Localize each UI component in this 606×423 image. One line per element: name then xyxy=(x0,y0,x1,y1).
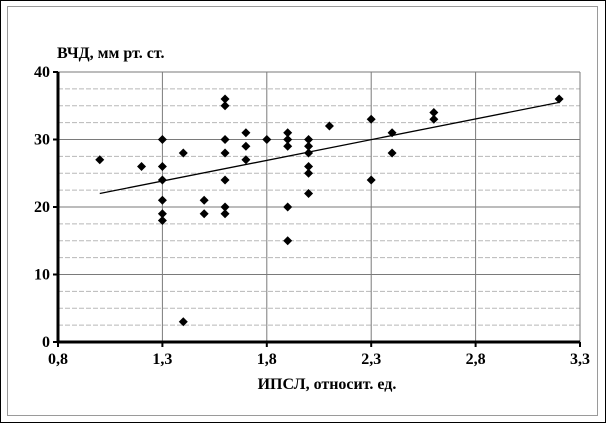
x-tick-label: 2,3 xyxy=(361,351,381,368)
data-point xyxy=(220,202,230,212)
y-axis-title: ВЧД, мм рт. ст. xyxy=(57,45,165,62)
data-point xyxy=(220,94,230,104)
data-point xyxy=(304,148,314,158)
data-point xyxy=(283,202,293,212)
data-point xyxy=(220,148,230,158)
x-tick-label: 1,8 xyxy=(257,351,277,368)
data-point xyxy=(178,148,188,158)
data-point xyxy=(220,101,230,111)
data-points xyxy=(95,94,564,327)
x-tick-label: 0,8 xyxy=(48,351,68,368)
data-point xyxy=(178,317,188,327)
data-point xyxy=(283,135,293,144)
data-point xyxy=(304,162,314,171)
data-point xyxy=(366,175,376,185)
data-point xyxy=(157,135,167,144)
data-point xyxy=(429,114,439,124)
data-point xyxy=(387,128,397,138)
data-point xyxy=(283,236,293,246)
data-point xyxy=(157,195,167,205)
data-point xyxy=(157,175,167,185)
data-point xyxy=(199,209,209,219)
data-point xyxy=(157,162,167,171)
major-gridlines xyxy=(58,71,581,342)
trendline xyxy=(99,101,560,195)
y-tick-label: 30 xyxy=(34,132,50,149)
data-point xyxy=(324,121,334,131)
data-point xyxy=(283,128,293,138)
data-point xyxy=(241,128,251,138)
x-tick-label: 1,3 xyxy=(152,351,172,368)
data-point xyxy=(283,141,293,151)
data-point xyxy=(304,168,314,178)
data-point xyxy=(304,141,314,151)
data-point xyxy=(429,108,439,117)
trendline-group xyxy=(99,101,560,195)
x-tick-label: 3,3 xyxy=(570,351,590,368)
data-point xyxy=(304,189,314,198)
tick-labels: 0 10 20 30 40 0,8 1,3 1,8 2,3 2,8 3,3 xyxy=(34,64,590,368)
y-tick-label: 40 xyxy=(34,64,50,81)
minor-gridlines xyxy=(58,88,580,326)
data-point xyxy=(366,114,376,124)
data-point xyxy=(554,94,564,104)
data-point xyxy=(157,216,167,225)
data-point xyxy=(241,155,251,165)
data-point xyxy=(220,175,230,185)
chart-inner-frame xyxy=(7,6,598,416)
y-tick-label: 20 xyxy=(34,199,50,216)
y-tick-label: 10 xyxy=(34,267,50,284)
data-point xyxy=(304,135,314,144)
data-point xyxy=(137,162,147,171)
data-point xyxy=(241,141,251,151)
y-tick-label: 0 xyxy=(42,334,50,351)
data-point xyxy=(157,209,167,219)
x-tick-label: 2,8 xyxy=(466,351,486,368)
data-point xyxy=(220,135,230,144)
data-point xyxy=(95,155,105,165)
x-axis-title: ИПСЛ, относит. ед. xyxy=(258,376,397,393)
axes xyxy=(53,71,581,347)
data-point xyxy=(387,148,397,158)
data-point xyxy=(262,135,272,144)
data-point xyxy=(220,209,230,219)
data-point xyxy=(199,195,209,205)
